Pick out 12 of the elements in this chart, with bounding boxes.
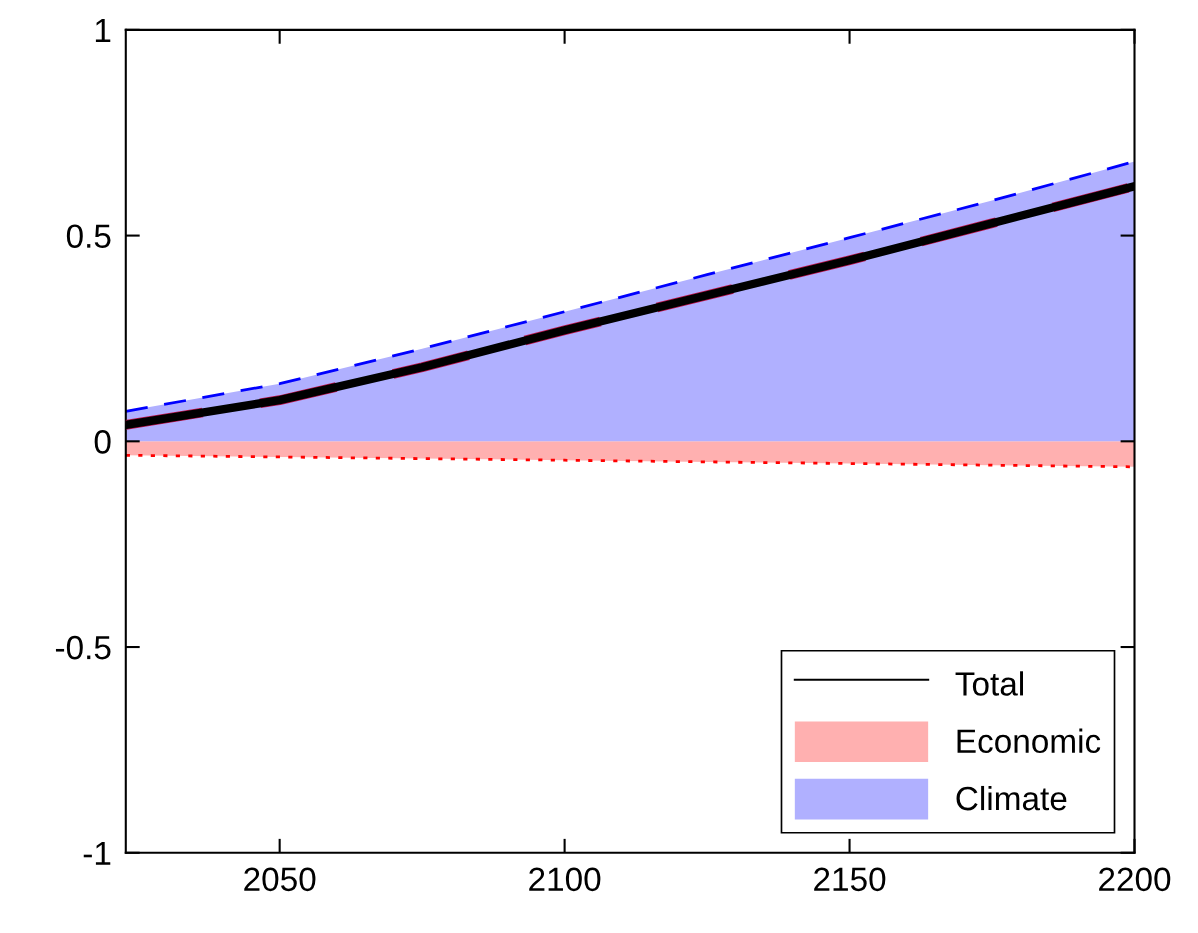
- legend-label: Total: [955, 671, 1023, 696]
- x-tick-label: 2050: [244, 867, 316, 892]
- y-tick-label: -0.5: [55, 635, 111, 660]
- legend-label: Economic: [957, 728, 1101, 754]
- x-tick-label: 2100: [529, 867, 601, 892]
- x-tick-label: 2150: [814, 867, 886, 892]
- x-tick-label: 2200: [1099, 867, 1171, 892]
- y-tick-label: 0: [94, 430, 111, 454]
- legend-label: Climate: [956, 785, 1067, 811]
- y-tick-label: 1: [95, 19, 111, 42]
- y-tick-label: -1: [83, 841, 111, 865]
- y-tick-label: 0.5: [66, 224, 111, 248]
